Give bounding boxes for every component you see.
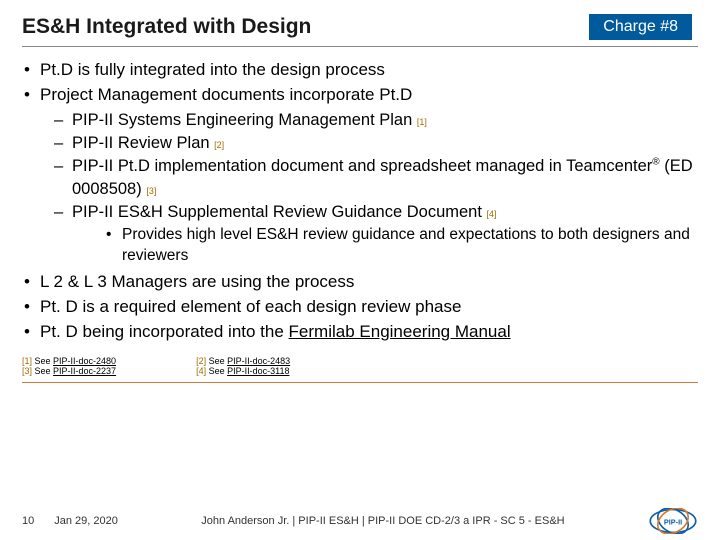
footnote-2-num: [2]: [196, 356, 209, 366]
header-divider: [22, 46, 698, 47]
ref-3: [3]: [146, 186, 156, 196]
charge-badge: Charge #8: [589, 14, 692, 40]
footnote-3-doc: PIP-II-doc-2237: [53, 366, 116, 376]
ref-4: [4]: [487, 209, 497, 219]
content-area: Pt.D is fully integrated into the design…: [0, 59, 720, 344]
bullet-fermilab-a: Pt. D being incorporated into the: [40, 322, 289, 341]
footnote-2-doc: PIP-II-doc-2483: [227, 356, 290, 366]
bullet-fermilab-b: Fermilab Engineering Manual: [289, 322, 511, 341]
footnote-4: [4] See PIP-II-doc-3118: [196, 366, 290, 376]
subsub-provides: Provides high level ES&H review guidance…: [72, 225, 698, 267]
sub-esh-guidance: PIP-II ES&H Supplemental Review Guidance…: [40, 201, 698, 267]
sub-esh-guidance-text: PIP-II ES&H Supplemental Review Guidance…: [72, 203, 487, 221]
sub-sem-plan-text: PIP-II Systems Engineering Management Pl…: [72, 111, 417, 129]
footnote-4-num: [4]: [196, 366, 209, 376]
footnote-3-txt: See: [35, 366, 54, 376]
sub-review-plan-text: PIP-II Review Plan: [72, 134, 214, 152]
footnote-3-num: [3]: [22, 366, 35, 376]
footer: 10 Jan 29, 2020 John Anderson Jr. | PIP-…: [0, 508, 720, 534]
page-title: ES&H Integrated with Design: [22, 15, 311, 39]
footnote-1-txt: See: [35, 356, 54, 366]
sub-sem-plan: PIP-II Systems Engineering Management Pl…: [40, 109, 698, 131]
footnote-4-doc: PIP-II-doc-3118: [227, 366, 289, 376]
bullet-pm-docs-text: Project Management documents incorporate…: [40, 85, 412, 104]
bullet-fermilab-manual: Pt. D being incorporated into the Fermil…: [22, 321, 698, 344]
footnote-2-txt: See: [209, 356, 228, 366]
footer-divider: [22, 382, 698, 383]
bullet-integrated: Pt.D is fully integrated into the design…: [22, 59, 698, 82]
registered-mark: ®: [652, 157, 659, 168]
sub-review-plan: PIP-II Review Plan [2]: [40, 132, 698, 154]
logo-text: PIP-II: [664, 517, 682, 526]
sub-ptd-impl: PIP-II Pt.D implementation document and …: [40, 155, 698, 200]
page-number: 10: [22, 515, 34, 527]
pip-ii-logo-icon: PIP-II: [648, 508, 698, 534]
footnote-1-num: [1]: [22, 356, 35, 366]
footnote-1-doc: PIP-II-doc-2480: [53, 356, 116, 366]
footer-attribution: John Anderson Jr. | PIP-II ES&H | PIP-II…: [201, 515, 564, 527]
footnote-4-txt: See: [209, 366, 228, 376]
footer-date: Jan 29, 2020: [54, 515, 118, 527]
footnote-2: [2] See PIP-II-doc-2483: [196, 356, 290, 366]
footnote-1: [1] See PIP-II-doc-2480: [22, 356, 116, 366]
sub-ptd-impl-a: PIP-II Pt.D implementation document and …: [72, 157, 652, 175]
ref-1: [1]: [417, 117, 427, 127]
footnote-3: [3] See PIP-II-doc-2237: [22, 366, 116, 376]
bullet-managers: L 2 & L 3 Managers are using the process: [22, 271, 698, 294]
bullet-required: Pt. D is a required element of each desi…: [22, 296, 698, 319]
footnotes: [1] See PIP-II-doc-2480 [3] See PIP-II-d…: [0, 346, 720, 376]
ref-2: [2]: [214, 140, 224, 150]
bullet-pm-docs: Project Management documents incorporate…: [22, 84, 698, 267]
